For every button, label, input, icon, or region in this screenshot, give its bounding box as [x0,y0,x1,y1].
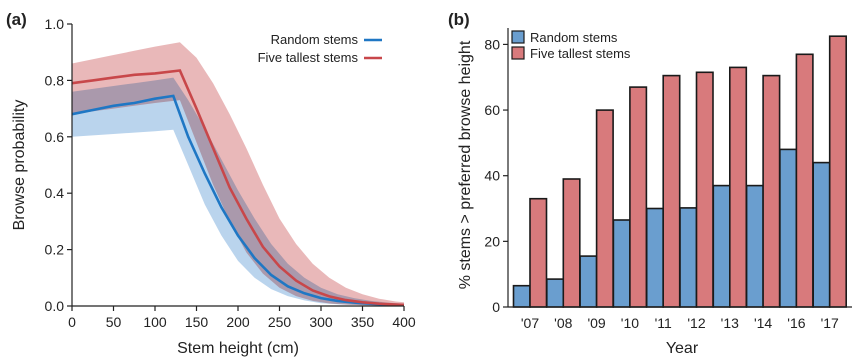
x-tick-label: 200 [226,314,250,330]
x-tick-label: '07 [521,315,539,331]
x-tick-label: '17 [821,315,839,331]
panel-a-line-chart: (a) 0 50 100 150 200 250 300 350 400 0.00.20.40.… [6,10,416,357]
legend-swatch-random-stems [511,30,525,44]
x-tick-label: '10 [621,315,639,331]
bars [512,35,848,308]
confidence-band-five-tallest-stems [72,42,404,307]
x-tick-label: '11 [655,315,672,331]
bar-random-stems [745,184,764,308]
bar-five-tallest-stems [595,109,614,308]
bar-random-stems [612,219,631,308]
x-tick-label: 350 [351,314,375,330]
legend-label-random-stems: Random stems [530,30,618,45]
x-tick-label: 50 [106,314,122,330]
bar-five-tallest-stems [662,74,681,308]
y-tick-label: 0 [492,299,500,315]
bar-random-stems [645,207,665,308]
bar-random-stems [812,161,831,308]
legend-swatch-five-tallest-stems [511,46,525,60]
x-axis-title: Year [666,340,699,357]
bar-random-stems [779,148,798,308]
x-tick-label: 250 [268,314,292,330]
confidence-band-random-stems [72,77,404,306]
x-tick-label: 300 [309,314,333,330]
y-axis-title: Browse probability [11,100,28,231]
y-tick-label: 0.2 [45,242,65,258]
panel-a-label: (a) [6,10,27,29]
bar-five-tallest-stems [762,74,781,308]
y-tick-label: 0.0 [45,298,65,314]
bar-random-stems [545,278,565,308]
x-tick-label: 100 [143,314,167,330]
panel-b-label: (b) [448,10,470,29]
confidence-bands [72,42,404,307]
bar-five-tallest-stems [795,53,814,308]
x-tick-label: 400 [392,314,416,330]
x-tick-label: '09 [587,315,605,331]
x-ticks: '07 '08 '09 '10 '11 '12 '13 '14 '16 '17 [521,315,839,331]
series-lines [71,69,405,307]
legend-label-five-tallest-stems: Five tallest stems [530,46,631,61]
legend: Random stems Five tallest stems [258,32,382,65]
bar-five-tallest-stems [828,35,848,308]
y-tick-label: 20 [484,233,500,249]
y-tick-label: 40 [484,168,500,184]
legend: Random stems Five tallest stems [511,30,631,61]
y-tick-label: 1.0 [45,16,65,32]
legend-label-five-tallest-stems: Five tallest stems [258,50,359,65]
bar-five-tallest-stems [695,71,714,308]
x-axis-title: Stem height (cm) [177,340,299,357]
panel-b-bar-chart: (b) '07 '08 '09 '10 '11 '12 '13 '14 '16 '17 0 20 40… [448,10,852,357]
x-tick-label: '12 [687,315,705,331]
bar-random-stems [712,184,731,308]
y-tick-label: 0.8 [45,72,65,88]
x-tick-label: '08 [554,315,572,331]
x-tick-label: 0 [68,314,76,330]
y-tick-label: 60 [484,102,500,118]
y-ticks: 0 20 40 60 80 [484,36,508,315]
x-tick-label: '16 [787,315,805,331]
series-line-random-stems [71,94,405,307]
x-ticks: 0 50 100 150 200 250 300 350 400 [68,306,416,330]
bar-five-tallest-stems [529,197,548,308]
x-tick-label: '14 [754,315,772,331]
series-line-five-tallest-stems [71,69,405,307]
bar-five-tallest-stems [562,178,581,308]
y-tick-label: 80 [484,36,500,52]
y-tick-label: 0.4 [45,185,65,201]
bar-five-tallest-stems [728,66,748,308]
bar-five-tallest-stems [629,86,648,308]
y-tick-label: 0.6 [45,129,65,145]
y-ticks: 0.0 0.2 0.4 0.6 0.8 1.0 [45,16,72,314]
bar-random-stems [679,207,698,308]
bar-random-stems [512,284,531,308]
bar-random-stems [579,255,598,308]
x-tick-label: 150 [185,314,209,330]
x-tick-label: '13 [721,315,739,331]
legend-label-random-stems: Random stems [271,32,359,47]
y-axis-title: % stems > preferred browse height [457,40,474,289]
